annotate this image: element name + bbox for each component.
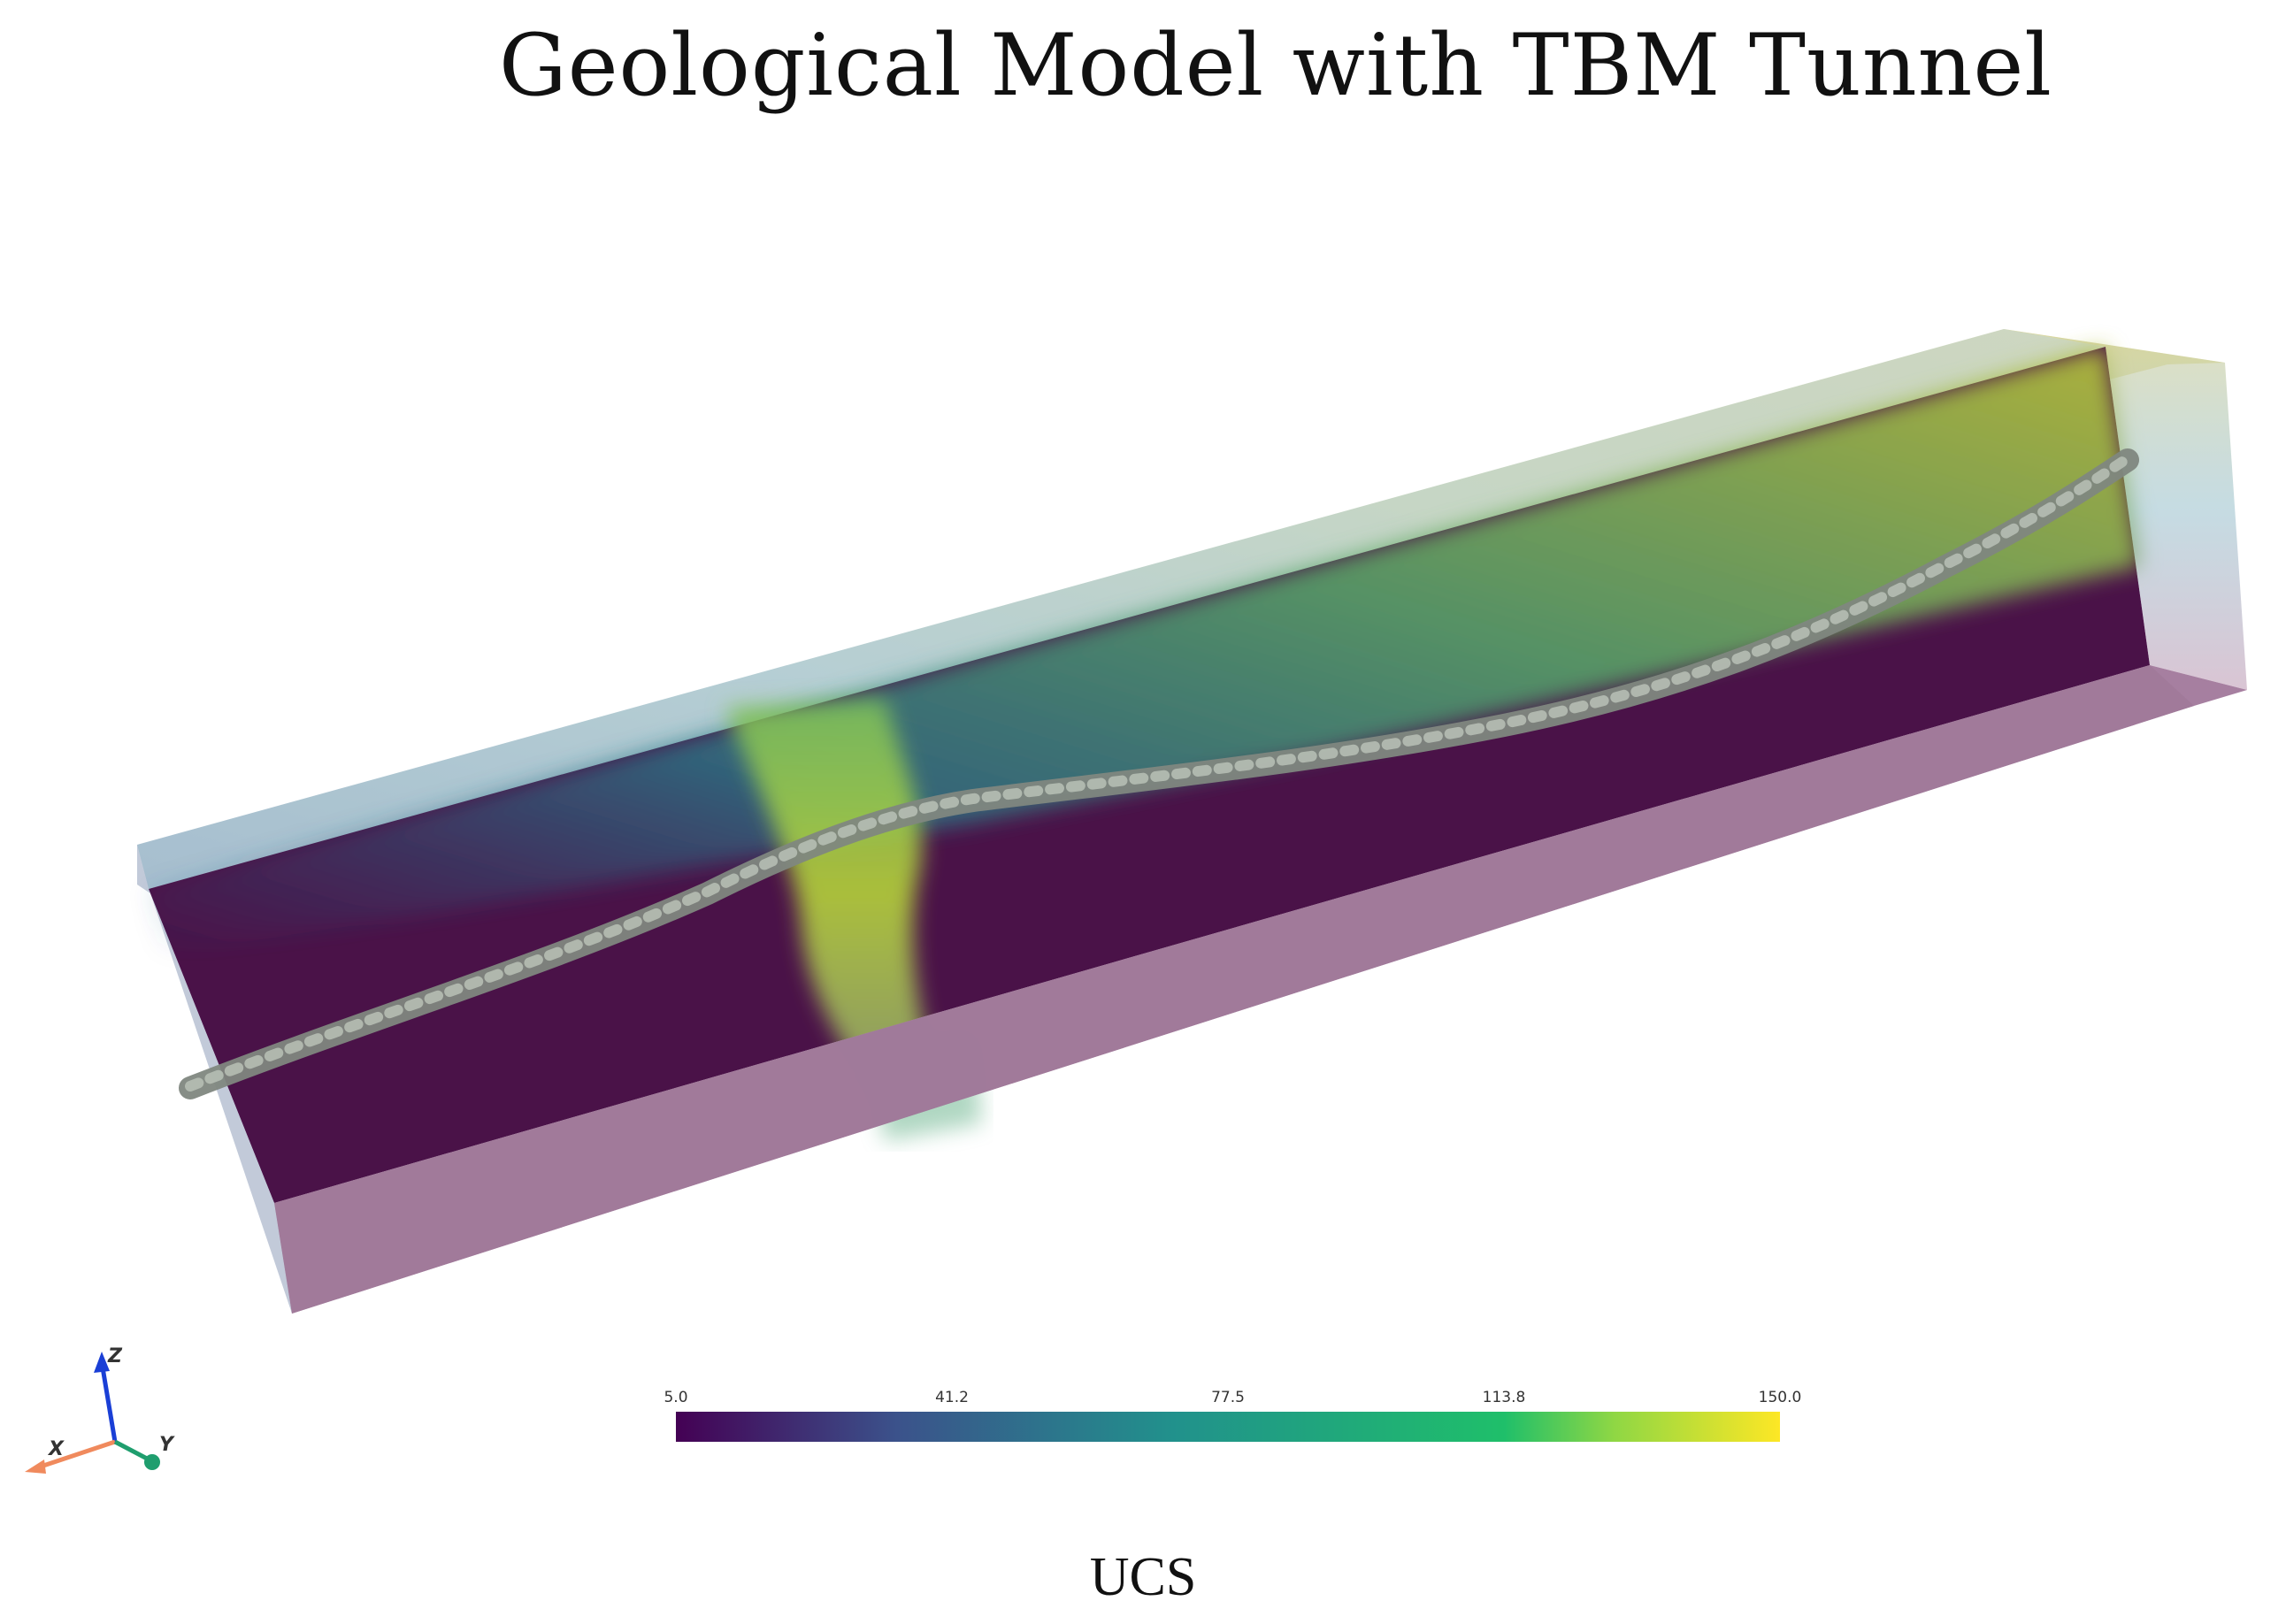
y-axis-label: Y xyxy=(159,1434,175,1456)
colorbar-tick: 150.0 xyxy=(1758,1389,1802,1406)
y-axis xyxy=(113,1439,150,1462)
colorbar-ticks: 5.0 41.2 77.5 113.8 150.0 xyxy=(664,1389,1801,1412)
fault-zone xyxy=(725,699,938,1088)
z-arrow xyxy=(94,1352,110,1373)
colorbar-gradient xyxy=(676,1412,1780,1442)
model-bottom-front xyxy=(274,665,2194,1314)
colorbar-tick: 77.5 xyxy=(1211,1389,1245,1406)
colorbar-tick: 41.2 xyxy=(935,1389,969,1406)
z-axis xyxy=(99,1361,118,1443)
colorbar-tick: 5.0 xyxy=(664,1389,688,1406)
x-axis-label: X xyxy=(47,1438,65,1460)
colorbar: 5.0 41.2 77.5 113.8 150.0 xyxy=(664,1389,1801,1445)
model-top-face-back xyxy=(137,329,2106,889)
colorbar-label: UCS xyxy=(1089,1547,1197,1607)
z-axis-label: Z xyxy=(107,1345,123,1367)
figure-title: Geological Model with TBM Tunnel xyxy=(499,16,2052,115)
orientation-axes: Z X Y xyxy=(25,1345,175,1474)
x-arrow xyxy=(25,1459,46,1474)
colorbar-tick: 113.8 xyxy=(1482,1389,1526,1406)
model-right-face xyxy=(2004,329,2247,690)
upper-strata-layer xyxy=(149,347,2141,955)
x-axis xyxy=(35,1439,116,1471)
tbm-tunnel-highlight xyxy=(185,453,2133,1092)
y-arrow xyxy=(144,1454,160,1470)
